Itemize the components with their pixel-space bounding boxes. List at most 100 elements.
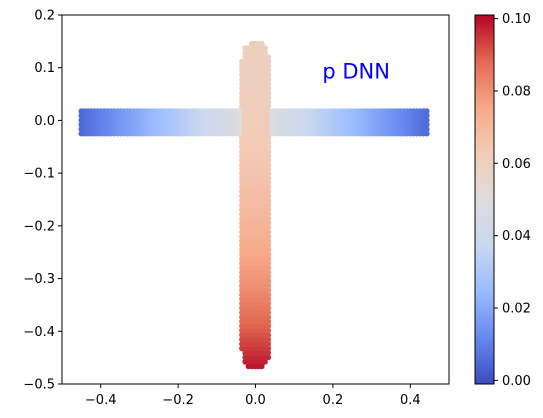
scatter-point — [265, 170, 272, 177]
scatter-point — [265, 99, 272, 105]
x-tick-label: 0.0 — [245, 393, 266, 408]
scatter-point — [265, 67, 272, 74]
scatter-point — [265, 323, 272, 329]
scatter-point — [265, 282, 272, 289]
scatter-point — [236, 121, 243, 128]
y-tick-label: −0.3 — [23, 272, 55, 287]
y-tick-label: −0.1 — [23, 167, 55, 182]
scatter-point — [258, 363, 265, 370]
scatter-point — [265, 211, 272, 217]
scatter-point — [265, 134, 272, 141]
scatter-point — [265, 72, 272, 78]
scatter-point — [262, 358, 268, 365]
scatter-point — [265, 179, 272, 186]
scatter-point — [265, 336, 272, 343]
scatter-point — [265, 260, 272, 267]
scatter-point — [265, 350, 272, 356]
x-tick-label: 0.2 — [323, 393, 344, 408]
scatter-point — [265, 175, 272, 182]
scatter-point — [265, 54, 272, 61]
y-axis: 0.2 0.1 0.0 −0.1 −0.2 −0.3 −0.4 −0.5 — [23, 9, 62, 393]
scatter-point — [265, 220, 272, 226]
colorbar-frame — [474, 14, 495, 385]
scatter-point — [265, 166, 272, 173]
scatter-point — [423, 130, 430, 137]
x-tick-label: −0.4 — [85, 393, 117, 408]
y-tick-label: −0.4 — [23, 325, 55, 340]
scatter-point — [423, 112, 430, 119]
scatter-point — [265, 255, 272, 262]
scatter-point — [265, 314, 272, 320]
x-axis: −0.4 −0.2 0.0 0.2 0.4 — [85, 384, 421, 408]
scatter-point — [265, 157, 272, 164]
scatter-point — [236, 117, 243, 124]
scatter-point — [265, 269, 272, 276]
colorbar-tick-label: 0.00 — [502, 374, 531, 389]
scatter-point — [265, 58, 272, 65]
scatter-point — [265, 103, 272, 110]
scatter-point — [265, 318, 272, 325]
scatter-point — [258, 40, 265, 47]
scatter-point — [265, 242, 272, 249]
scatter-point — [265, 273, 272, 280]
scatter-point — [265, 327, 272, 334]
scatter-point — [265, 332, 272, 338]
scatter-point — [265, 345, 272, 352]
scatter-point — [265, 193, 272, 199]
scatter-point — [265, 251, 272, 258]
colorbar-tick-label: 0.08 — [502, 84, 531, 99]
scatter-point — [265, 63, 272, 70]
scatter-point — [423, 108, 430, 115]
x-tick-label: 0.4 — [400, 393, 421, 408]
scatter-point — [265, 354, 272, 361]
scatter-point — [265, 188, 272, 195]
x-tick-label: −0.2 — [162, 393, 194, 408]
scatter-point — [265, 215, 272, 222]
scatter-point — [265, 85, 272, 92]
scatter-point — [265, 246, 272, 253]
scatter-point — [265, 229, 272, 235]
colorbar-tick-label: 0.04 — [502, 229, 531, 244]
y-tick-label: 0.1 — [34, 61, 55, 76]
scatter-point — [265, 309, 272, 316]
scatter-point — [265, 287, 272, 294]
scatter-points — [78, 40, 430, 370]
scatter-point — [265, 233, 272, 240]
scatter-point — [236, 126, 243, 133]
scatter-point — [265, 76, 272, 83]
scatter-point — [265, 224, 272, 231]
scatter-point — [265, 161, 272, 168]
y-tick-label: 0.2 — [34, 9, 55, 24]
colorbar-gradient — [475, 15, 494, 384]
scatter-point — [265, 90, 272, 96]
scatter-point — [265, 139, 272, 146]
scatter-point — [236, 130, 243, 137]
scatter-point — [265, 197, 272, 204]
scatter-point — [265, 296, 272, 303]
scatter-point — [265, 184, 272, 191]
scatter-point — [262, 45, 268, 52]
colorbar: 0.00 0.02 0.04 0.06 0.08 0.10 — [474, 12, 531, 389]
scatter-point — [265, 278, 272, 285]
scatter-point — [265, 202, 272, 208]
scatter-point — [423, 121, 430, 128]
y-tick-label: −0.5 — [23, 378, 55, 393]
scatter-point — [265, 94, 272, 101]
scatter-point — [265, 143, 272, 150]
scatter-point — [236, 112, 243, 119]
scatter-point — [265, 300, 272, 307]
colorbar-tick-label: 0.02 — [502, 302, 531, 317]
scatter-point — [262, 49, 268, 56]
scatter-point — [265, 305, 272, 311]
scatter-point — [236, 108, 243, 115]
scatter-point — [265, 341, 272, 347]
scatter-point — [265, 81, 272, 87]
scatter-point — [265, 152, 272, 159]
scatter-point — [265, 148, 272, 155]
colorbar-tick-label: 0.06 — [502, 157, 531, 172]
annotation-label: p DNN — [322, 59, 390, 83]
y-tick-label: 0.0 — [34, 114, 55, 129]
scatter-point — [423, 117, 430, 124]
scatter-point — [265, 264, 272, 271]
